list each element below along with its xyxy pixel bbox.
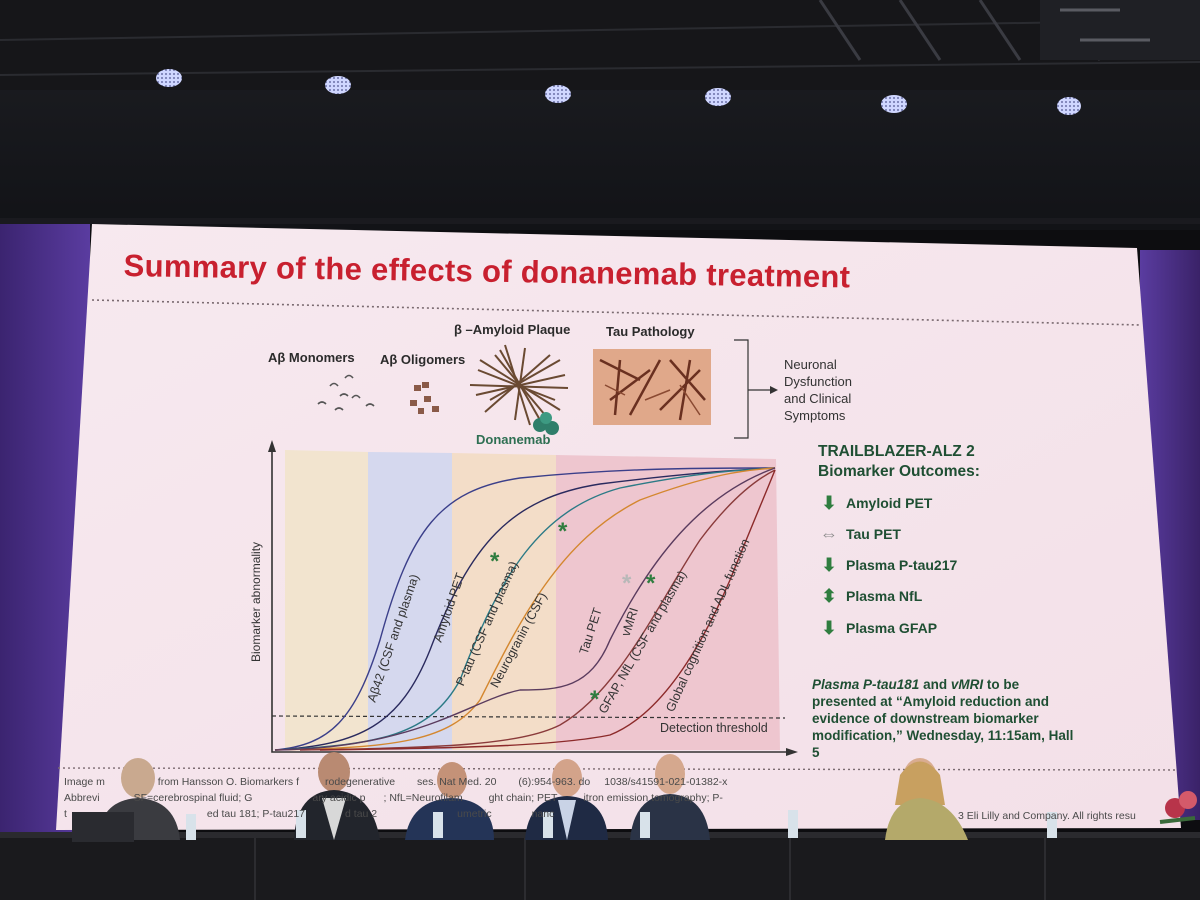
note-emph-ptau181: Plasma P-tau181 <box>812 677 920 692</box>
monomers-label: Aβ Monomers <box>268 350 355 365</box>
curve-neurogranin <box>274 467 776 751</box>
oligomers-drawing <box>410 382 439 414</box>
footnote-line1: Image m from Hansson O. Biomarkers f rode… <box>64 776 727 788</box>
panelists <box>72 752 968 842</box>
tau-pathology-label: Tau Pathology <box>606 324 695 339</box>
outcome-amyloid-pet: ⬇ Amyloid PET <box>818 492 932 514</box>
outcome-plasma-ptau217: ⬇ Plasma P-tau217 <box>818 554 957 576</box>
monomers-drawing <box>317 374 375 411</box>
stage-table <box>0 835 1200 900</box>
down-arrow-icon: ⬇ <box>821 617 837 638</box>
outcome-label: Plasma GFAP <box>846 620 938 636</box>
detection-threshold-label: Detection threshold <box>660 721 768 735</box>
presentation-note: Plasma P-tau181 and vMRI to be presented… <box>812 676 1082 761</box>
outcome-line-1: Neuronal <box>784 357 837 372</box>
biomarker-curves <box>274 467 776 751</box>
fn2a: Abbrevi <box>64 792 100 804</box>
panelist-2 <box>294 752 380 840</box>
curve-cognition <box>319 469 776 751</box>
fn2b: SF=cerebrospinal fluid; G <box>133 792 253 804</box>
curve-abeta42 <box>274 467 776 751</box>
significance-star-vmri: * <box>646 570 656 597</box>
down-arrow-icon: ⬇ <box>821 492 837 513</box>
significance-star-amyloid-pet: * <box>490 548 500 575</box>
chart-stage-bands <box>285 450 780 750</box>
outcome-label: Amyloid PET <box>846 495 933 511</box>
fn3e: nanc <box>531 808 555 820</box>
donanemab-label: Donanemab <box>476 432 551 447</box>
oligomers-label: Aβ Oligomers <box>380 352 466 367</box>
down-arrow-icon: ⬇ <box>821 554 837 575</box>
outcome-label: Plasma NfL <box>846 588 923 604</box>
outcome-label: Plasma P-tau217 <box>846 557 958 573</box>
note-and: and <box>919 677 951 692</box>
fn1c: rodegenerative <box>324 776 396 788</box>
ceiling-lights <box>156 69 1081 115</box>
fn2e: ght chain; PET <box>488 792 558 804</box>
significance-star-tau-pet: * <box>622 570 632 597</box>
outcome-line-4: Symptoms <box>784 408 846 423</box>
curve-tau-pet <box>274 467 776 751</box>
detection-threshold-line <box>271 715 786 719</box>
fn1f: 1038/s41591-021-01382-x <box>604 776 728 788</box>
panelist-3 <box>405 762 494 840</box>
note-rest: to be presented at “Amyloid reduction an… <box>812 677 1074 760</box>
plaque-drawing <box>469 344 569 426</box>
fn2f: itron emission tomography; P- <box>583 792 723 804</box>
left-right-arrow-icon: ⇔ <box>820 523 838 544</box>
chart-y-axis-label: Biomarker abnormality <box>249 541 263 662</box>
curve-gfap-nfl <box>299 469 776 751</box>
outcome-label: Tau PET <box>846 526 901 542</box>
outcome-tau-pet: ⇔ Tau PET <box>818 523 901 545</box>
chart-axes <box>271 445 790 753</box>
fn2d: ; NfL=Neurofilam <box>383 792 463 804</box>
panelist-1 <box>72 758 180 842</box>
tau-pathology-image <box>593 349 711 425</box>
fn1e: (6):954-963. do <box>518 776 591 788</box>
neuronal-dysfunction-label: Neuronal Dysfunction and Clinical Sympto… <box>784 356 852 424</box>
fn1d: ses. Nat Med. 20 <box>417 776 497 788</box>
water-bottles <box>186 810 1057 840</box>
fn3b: ed tau 181; P-tau217 <box>206 808 306 820</box>
donanemab-antibody-icon <box>533 412 559 435</box>
panelist-6 <box>885 758 968 840</box>
outcome-line-3: and Clinical <box>784 391 852 406</box>
outcomes-title-line1: TRAILBLAZER-ALZ 2 <box>818 443 975 460</box>
fn2c: ary acidic p <box>312 792 366 804</box>
fn3a: t <box>64 808 67 820</box>
fn1b: from Hansson O. Biomarkers f <box>154 776 299 788</box>
plaque-label: β –Amyloid Plaque <box>454 322 571 337</box>
outcome-plasma-nfl: ⬍ Plasma NfL <box>818 585 922 607</box>
outcomes-title-line2: Biomarker Outcomes: <box>818 463 980 480</box>
note-emph-vmri: vMRI <box>950 677 984 692</box>
outcome-line-2: Dysfunction <box>784 374 852 389</box>
laptop <box>72 812 134 842</box>
outcome-plasma-gfap: ⬇ Plasma GFAP <box>818 617 937 639</box>
outcomes-title: TRAILBLAZER-ALZ 2 Biomarker Outcomes: <box>818 442 980 482</box>
curve-ptau <box>274 467 776 751</box>
pathway-bracket <box>734 339 749 439</box>
up-down-arrow-icon: ⬍ <box>821 585 837 606</box>
significance-star-gfap-nfl: * <box>590 686 600 713</box>
fn3d: umetric <box>457 808 492 820</box>
footnote-line3: t ed tau 181; P-tau217 d tau 2 umetric nanc <box>64 808 554 820</box>
copyright-line: 3 Eli Lilly and Company. All rights resu <box>958 810 1136 822</box>
flower-arrangement <box>1159 791 1197 824</box>
footnote-line2: Abbrevi SF=cerebrospinal fluid; G ary acid… <box>64 792 723 804</box>
fn3c: d tau 2 <box>345 808 378 820</box>
curve-amyloid-pet <box>274 467 776 751</box>
significance-star-ptau: * <box>558 518 568 545</box>
fn1a: Image m <box>64 776 105 788</box>
